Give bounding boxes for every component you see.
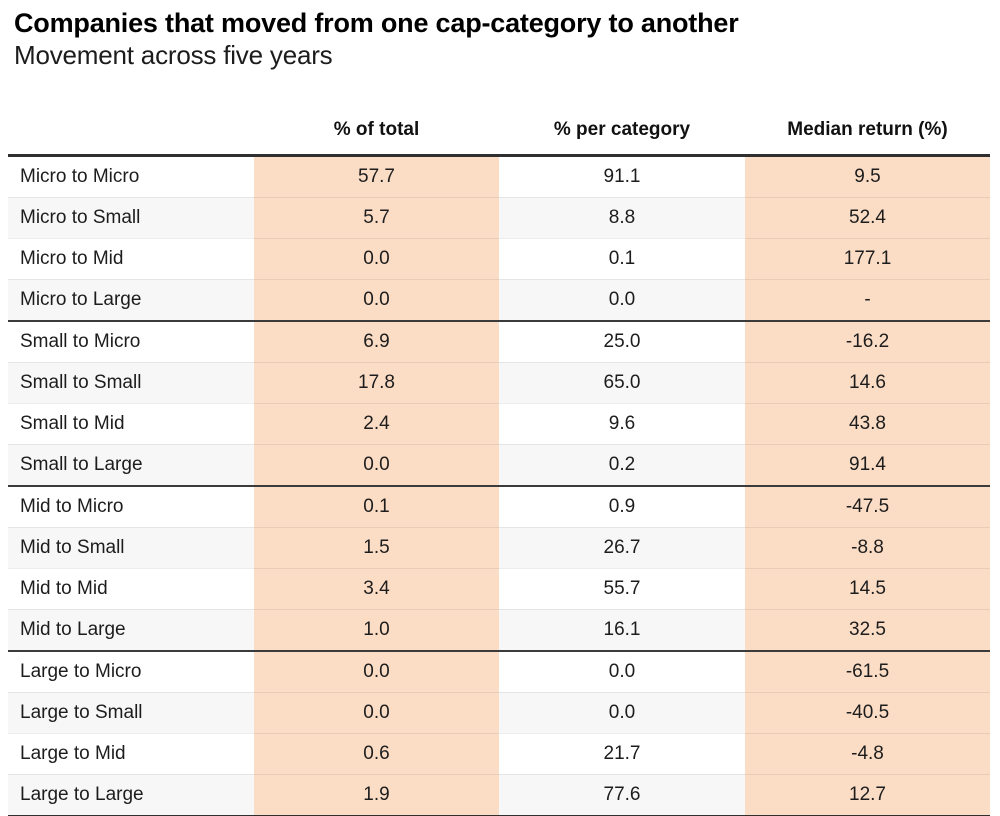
cell-pct-of-total: 17.8	[254, 361, 499, 404]
cell-pct-per-category: 91.1	[499, 155, 745, 198]
table-row: Mid to Large 1.0 16.1 32.5	[8, 608, 990, 651]
row-label: Large to Micro	[8, 649, 254, 693]
page-subtitle: Movement across five years	[14, 40, 333, 71]
table-row: Mid to Micro 0.1 0.9 -47.5	[8, 484, 990, 528]
table-row: Mid to Small 1.5 26.7 -8.8	[8, 526, 990, 569]
row-label: Micro to Mid	[8, 237, 254, 280]
cell-median-return: -47.5	[745, 484, 990, 528]
cell-pct-of-total: 0.0	[254, 649, 499, 693]
cell-pct-of-total: 0.0	[254, 691, 499, 734]
row-label: Small to Micro	[8, 319, 254, 363]
cell-pct-per-category: 16.1	[499, 608, 745, 651]
cell-median-return: -8.8	[745, 526, 990, 569]
cell-pct-per-category: 21.7	[499, 732, 745, 775]
cell-pct-of-total: 0.6	[254, 732, 499, 775]
cell-pct-per-category: 0.1	[499, 237, 745, 280]
table-header: % of total % per category Median return …	[8, 71, 990, 156]
table-row: Micro to Small 5.7 8.8 52.4	[8, 196, 990, 239]
cell-pct-of-total: 0.0	[254, 278, 499, 321]
table-row: Large to Large 1.9 77.6 12.7	[8, 773, 990, 816]
column-header-label	[8, 71, 254, 156]
cell-pct-per-category: 65.0	[499, 361, 745, 404]
cell-median-return: 52.4	[745, 196, 990, 239]
page-title: Companies that moved from one cap-catego…	[14, 8, 739, 38]
cell-pct-of-total: 57.7	[254, 155, 499, 198]
cell-pct-per-category: 55.7	[499, 567, 745, 610]
cell-pct-per-category: 0.2	[499, 443, 745, 486]
cell-pct-per-category: 0.0	[499, 649, 745, 693]
cell-median-return: 12.7	[745, 773, 990, 816]
cell-median-return: -16.2	[745, 319, 990, 363]
cell-pct-of-total: 5.7	[254, 196, 499, 239]
table-row: Mid to Mid 3.4 55.7 14.5	[8, 567, 990, 610]
row-label: Small to Mid	[8, 402, 254, 445]
table-row: Small to Mid 2.4 9.6 43.8	[8, 402, 990, 445]
cell-pct-of-total: 1.9	[254, 773, 499, 816]
cell-median-return: 43.8	[745, 402, 990, 445]
cell-pct-per-category: 0.0	[499, 691, 745, 734]
header-block: Companies that moved from one cap-catego…	[0, 0, 1000, 71]
table-row: Large to Mid 0.6 21.7 -4.8	[8, 732, 990, 775]
row-label: Small to Large	[8, 443, 254, 486]
row-label: Mid to Mid	[8, 567, 254, 610]
cell-pct-per-category: 0.9	[499, 484, 745, 528]
cell-pct-per-category: 26.7	[499, 526, 745, 569]
cell-pct-of-total: 0.1	[254, 484, 499, 528]
row-label: Mid to Large	[8, 608, 254, 651]
cell-pct-of-total: 2.4	[254, 402, 499, 445]
cell-pct-per-category: 9.6	[499, 402, 745, 445]
table-row: Large to Micro 0.0 0.0 -61.5	[8, 649, 990, 693]
column-header-median-return: Median return (%)	[787, 118, 948, 140]
row-label: Mid to Micro	[8, 484, 254, 528]
row-label: Large to Small	[8, 691, 254, 734]
cell-pct-of-total: 3.4	[254, 567, 499, 610]
cell-median-return: 14.5	[745, 567, 990, 610]
table-body: Micro to Micro 57.7 91.1 9.5 Micro to Small 5…	[8, 155, 990, 816]
table-row: Small to Small 17.8 65.0 14.6	[8, 361, 990, 404]
cell-pct-of-total: 6.9	[254, 319, 499, 363]
row-label: Large to Mid	[8, 732, 254, 775]
cell-pct-of-total: 1.0	[254, 608, 499, 651]
row-label: Micro to Small	[8, 196, 254, 239]
cell-pct-of-total: 0.0	[254, 443, 499, 486]
cell-median-return: 9.5	[745, 155, 990, 198]
cell-median-return: -4.8	[745, 732, 990, 775]
cell-pct-of-total: 1.5	[254, 526, 499, 569]
cell-median-return: -40.5	[745, 691, 990, 734]
cell-median-return: 32.5	[745, 608, 990, 651]
row-label: Large to Large	[8, 773, 254, 816]
column-header-pct-per-category: % per category	[553, 118, 691, 140]
table-row: Small to Micro 6.9 25.0 -16.2	[8, 319, 990, 363]
cell-median-return: 91.4	[745, 443, 990, 486]
cell-pct-per-category: 8.8	[499, 196, 745, 239]
row-label: Micro to Micro	[8, 155, 254, 198]
cell-pct-of-total: 0.0	[254, 237, 499, 280]
table-row: Large to Small 0.0 0.0 -40.5	[8, 691, 990, 734]
table-row: Small to Large 0.0 0.2 91.4	[8, 443, 990, 486]
cell-pct-per-category: 77.6	[499, 773, 745, 816]
table-row: Micro to Mid 0.0 0.1 177.1	[8, 237, 990, 280]
cell-median-return: -	[745, 278, 990, 321]
cap-movement-table: % of total % per category Median return …	[8, 71, 990, 816]
column-header-pct-of-total: % of total	[333, 118, 420, 140]
table-row: Micro to Micro 57.7 91.1 9.5	[8, 155, 990, 198]
row-label: Small to Small	[8, 361, 254, 404]
cell-median-return: 14.6	[745, 361, 990, 404]
header-row: % of total % per category Median return …	[8, 71, 990, 156]
cell-pct-per-category: 0.0	[499, 278, 745, 321]
row-label: Micro to Large	[8, 278, 254, 321]
row-label: Mid to Small	[8, 526, 254, 569]
cell-median-return: -61.5	[745, 649, 990, 693]
cell-median-return: 177.1	[745, 237, 990, 280]
table-row: Micro to Large 0.0 0.0-	[8, 278, 990, 321]
cell-pct-per-category: 25.0	[499, 319, 745, 363]
